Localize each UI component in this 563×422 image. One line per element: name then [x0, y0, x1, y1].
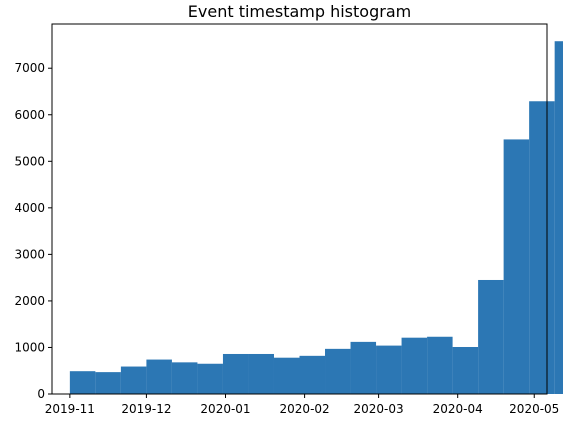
histogram-bar [452, 346, 479, 394]
plot-frame [51, 23, 548, 395]
chart-title: Event timestamp histogram [188, 2, 411, 21]
histogram-bar [69, 371, 96, 394]
histogram-bar [401, 337, 428, 394]
x-tick-label: 2020-02 [280, 402, 330, 416]
histogram-bar [325, 348, 351, 394]
y-tick-label: 3000 [14, 247, 45, 261]
histogram-bar [529, 101, 555, 394]
y-tick-label: 5000 [14, 154, 45, 168]
x-tick-label: 2020-01 [200, 402, 250, 416]
histogram-bar [248, 353, 274, 394]
histogram-bar [299, 355, 326, 394]
x-tick-label: 2019-11 [45, 402, 95, 416]
histogram-bar [222, 353, 249, 394]
histogram-bar [554, 41, 563, 395]
histogram-bar [120, 366, 147, 394]
x-tick-label: 2020-03 [354, 402, 404, 416]
histogram-bar [350, 341, 377, 394]
x-tick-label: 2020-05 [509, 402, 559, 416]
y-axis: 0 1000 2000 3000 4000 5000 6000 7000 [14, 61, 52, 401]
histogram-bar [273, 357, 300, 394]
bars-group [69, 41, 563, 395]
y-tick-label: 1000 [14, 340, 45, 354]
x-axis: 2019-11 2019-12 2020-01 2020-02 2020-03 2020-… [45, 394, 559, 416]
y-tick-label: 4000 [14, 201, 45, 215]
histogram-bar [146, 359, 172, 394]
y-tick-label: 2000 [14, 294, 45, 308]
histogram-bar [503, 139, 530, 394]
x-tick-label: 2019-12 [121, 402, 171, 416]
x-tick-label: 2020-04 [433, 402, 483, 416]
y-tick-label: 7000 [14, 61, 45, 75]
histogram-bar [376, 345, 402, 394]
histogram-bar [427, 336, 453, 394]
histogram-bar [95, 372, 121, 394]
histogram-bar [478, 279, 504, 394]
y-tick-label: 6000 [14, 108, 45, 122]
y-tick-label: 0 [37, 387, 45, 401]
histogram-bar [197, 363, 223, 394]
histogram-bar [171, 362, 198, 394]
